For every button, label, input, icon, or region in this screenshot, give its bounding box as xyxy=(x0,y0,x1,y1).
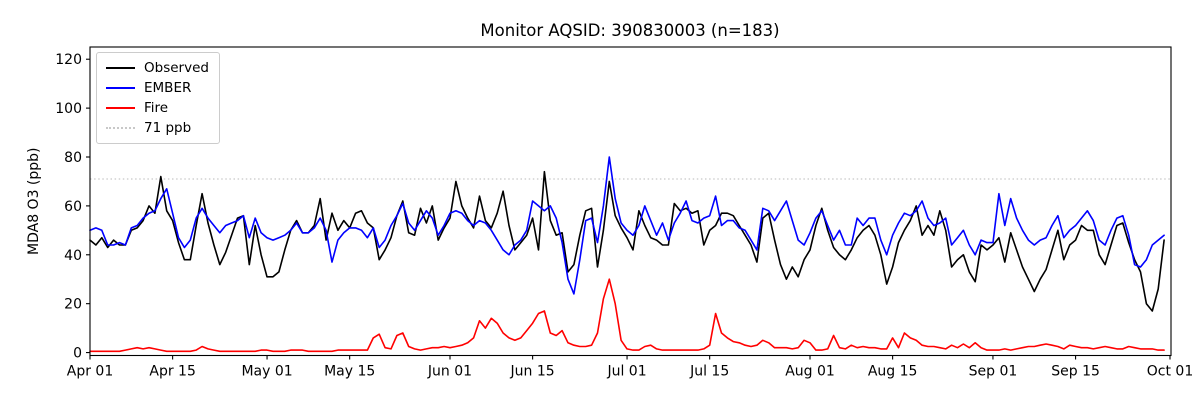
x-tick-label: Sep 15 xyxy=(1051,364,1100,380)
legend-item-ember: EMBER xyxy=(106,78,209,98)
y-tick-label: 0 xyxy=(73,346,82,362)
x-tick-label: May 01 xyxy=(241,364,292,380)
x-tick-label: Aug 01 xyxy=(785,364,835,380)
legend-label-fire: Fire xyxy=(144,100,169,116)
observed-line-icon xyxy=(106,67,135,69)
plot-border xyxy=(89,46,1172,357)
x-tick-label: Aug 15 xyxy=(868,364,918,380)
legend-label-threshold: 71 ppb xyxy=(144,120,192,136)
y-tick-label: 20 xyxy=(64,297,82,313)
fire-series-line xyxy=(89,278,1165,353)
x-tick-label: May 15 xyxy=(324,364,375,380)
legend: Observed EMBER Fire 71 ppb xyxy=(96,52,220,144)
ember-series-line xyxy=(89,156,1165,295)
legend-label-observed: Observed xyxy=(144,60,209,76)
y-tick-label: 120 xyxy=(55,52,82,68)
y-tick-label: 40 xyxy=(64,248,82,264)
y-tick-label: 80 xyxy=(64,150,82,166)
ember-line-icon xyxy=(106,87,135,89)
y-tick-label: 60 xyxy=(64,199,82,215)
observed-series-line xyxy=(89,170,1165,312)
x-tick-label: Sep 01 xyxy=(969,364,1018,380)
legend-item-fire: Fire xyxy=(106,98,209,118)
x-tick-label: Jul 15 xyxy=(689,364,729,380)
legend-item-threshold: 71 ppb xyxy=(106,118,209,138)
legend-label-ember: EMBER xyxy=(144,80,192,96)
legend-item-observed: Observed xyxy=(106,58,209,78)
x-tick-label: Oct 01 xyxy=(1147,364,1193,380)
x-tick-label: Apr 01 xyxy=(67,364,113,380)
x-tick-label: Jul 01 xyxy=(606,364,646,380)
x-tick-label: Jun 15 xyxy=(510,364,555,380)
x-tick-label: Jun 01 xyxy=(427,364,472,380)
x-tick-label: Apr 15 xyxy=(149,364,195,380)
y-tick-label: 100 xyxy=(55,101,82,117)
fire-line-icon xyxy=(106,107,135,109)
y-axis-label: MDA8 O3 (ppb) xyxy=(26,147,42,255)
threshold-line-icon xyxy=(106,127,135,129)
chart-title: Monitor AQSID: 390830003 (n=183) xyxy=(480,21,779,40)
